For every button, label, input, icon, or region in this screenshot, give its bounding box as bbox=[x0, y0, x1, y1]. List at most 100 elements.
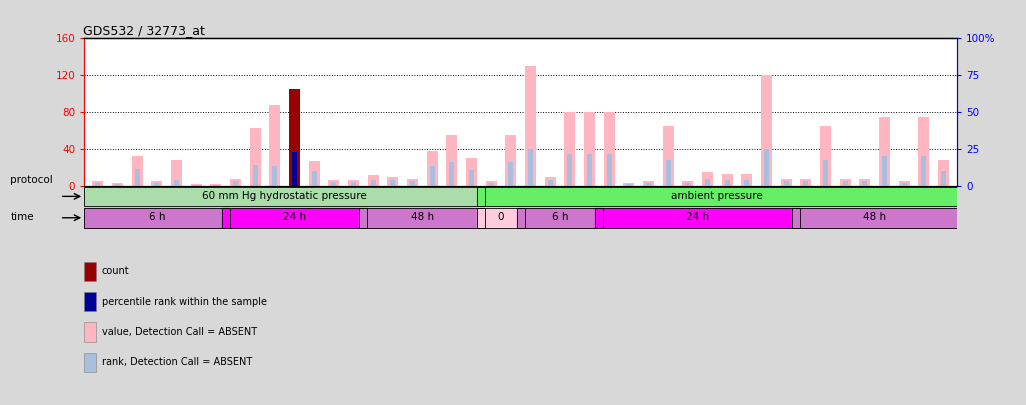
Bar bbox=[359, 208, 485, 228]
Bar bbox=[803, 181, 808, 186]
Bar bbox=[191, 184, 202, 186]
Bar bbox=[705, 179, 710, 186]
Bar bbox=[312, 171, 317, 186]
Bar bbox=[823, 160, 828, 186]
Bar bbox=[230, 179, 241, 186]
Text: 24 h: 24 h bbox=[686, 212, 709, 222]
Bar bbox=[509, 162, 513, 186]
Text: 6 h: 6 h bbox=[552, 212, 568, 222]
Bar bbox=[348, 179, 359, 186]
Text: value, Detection Call = ABSENT: value, Detection Call = ABSENT bbox=[102, 327, 256, 337]
Bar bbox=[525, 66, 536, 186]
Text: 24 h: 24 h bbox=[283, 212, 306, 222]
Bar bbox=[309, 161, 320, 186]
Bar bbox=[842, 181, 847, 186]
Bar bbox=[466, 158, 477, 186]
Bar bbox=[174, 179, 179, 186]
Text: time: time bbox=[10, 212, 34, 222]
Bar bbox=[721, 174, 733, 186]
Bar bbox=[761, 75, 772, 186]
Bar bbox=[115, 184, 120, 186]
Bar bbox=[367, 175, 379, 186]
Bar bbox=[84, 208, 230, 228]
Bar bbox=[134, 169, 140, 186]
Bar bbox=[84, 187, 485, 206]
Bar bbox=[233, 181, 238, 186]
Bar bbox=[252, 165, 258, 186]
Bar bbox=[155, 183, 159, 186]
Bar bbox=[517, 208, 603, 228]
Bar bbox=[194, 185, 199, 186]
Bar bbox=[92, 181, 104, 186]
Bar bbox=[595, 208, 800, 228]
Bar bbox=[627, 184, 631, 186]
Bar bbox=[899, 181, 910, 186]
Bar bbox=[84, 187, 485, 206]
Bar bbox=[764, 149, 768, 186]
Bar bbox=[745, 179, 749, 186]
Bar bbox=[477, 187, 957, 206]
Bar bbox=[724, 179, 729, 186]
Bar bbox=[131, 156, 143, 186]
Bar bbox=[388, 177, 398, 186]
Text: 48 h: 48 h bbox=[863, 212, 886, 222]
Bar bbox=[685, 183, 690, 186]
Bar bbox=[902, 183, 907, 186]
Bar bbox=[839, 179, 851, 186]
Text: 48 h: 48 h bbox=[410, 212, 434, 222]
Text: GDS532 / 32773_at: GDS532 / 32773_at bbox=[83, 24, 205, 37]
Bar bbox=[792, 208, 957, 228]
Bar bbox=[84, 208, 230, 228]
Bar bbox=[863, 181, 867, 186]
Text: protocol: protocol bbox=[10, 175, 53, 185]
Bar bbox=[270, 105, 280, 186]
Bar bbox=[606, 154, 611, 186]
Bar bbox=[407, 179, 418, 186]
Bar bbox=[528, 149, 532, 186]
Bar bbox=[210, 184, 222, 186]
Bar bbox=[410, 181, 415, 186]
Bar bbox=[427, 151, 438, 186]
Bar bbox=[477, 208, 524, 228]
Bar bbox=[506, 135, 516, 186]
Bar bbox=[938, 160, 949, 186]
Text: 0: 0 bbox=[498, 212, 505, 222]
Text: ambient pressure: ambient pressure bbox=[671, 191, 763, 201]
Bar bbox=[643, 181, 654, 186]
Bar bbox=[112, 183, 123, 186]
Bar bbox=[860, 179, 870, 186]
Bar bbox=[800, 179, 812, 186]
Bar bbox=[646, 183, 650, 186]
Bar bbox=[446, 135, 458, 186]
Bar bbox=[477, 208, 524, 228]
Bar bbox=[784, 181, 789, 186]
Text: 6 h: 6 h bbox=[149, 212, 165, 222]
Bar bbox=[941, 171, 946, 186]
Bar bbox=[370, 179, 376, 186]
Bar bbox=[792, 208, 957, 228]
Text: rank, Detection Call = ABSENT: rank, Detection Call = ABSENT bbox=[102, 358, 251, 367]
Bar bbox=[359, 208, 485, 228]
Bar bbox=[171, 160, 182, 186]
Bar bbox=[682, 181, 694, 186]
Bar bbox=[879, 117, 890, 186]
Text: count: count bbox=[102, 266, 129, 276]
Bar bbox=[584, 112, 595, 186]
Bar bbox=[517, 208, 603, 228]
Bar bbox=[430, 166, 435, 186]
Bar bbox=[488, 183, 494, 186]
Bar bbox=[469, 171, 474, 186]
Bar bbox=[595, 208, 800, 228]
Bar bbox=[331, 182, 337, 186]
Bar bbox=[666, 160, 671, 186]
Bar bbox=[921, 156, 926, 186]
Bar bbox=[587, 154, 592, 186]
Bar bbox=[485, 181, 497, 186]
Bar bbox=[918, 117, 930, 186]
Bar bbox=[548, 181, 553, 186]
Bar bbox=[213, 185, 219, 186]
Bar bbox=[624, 183, 634, 186]
Bar bbox=[95, 183, 101, 186]
Bar bbox=[545, 177, 556, 186]
Bar bbox=[152, 181, 162, 186]
